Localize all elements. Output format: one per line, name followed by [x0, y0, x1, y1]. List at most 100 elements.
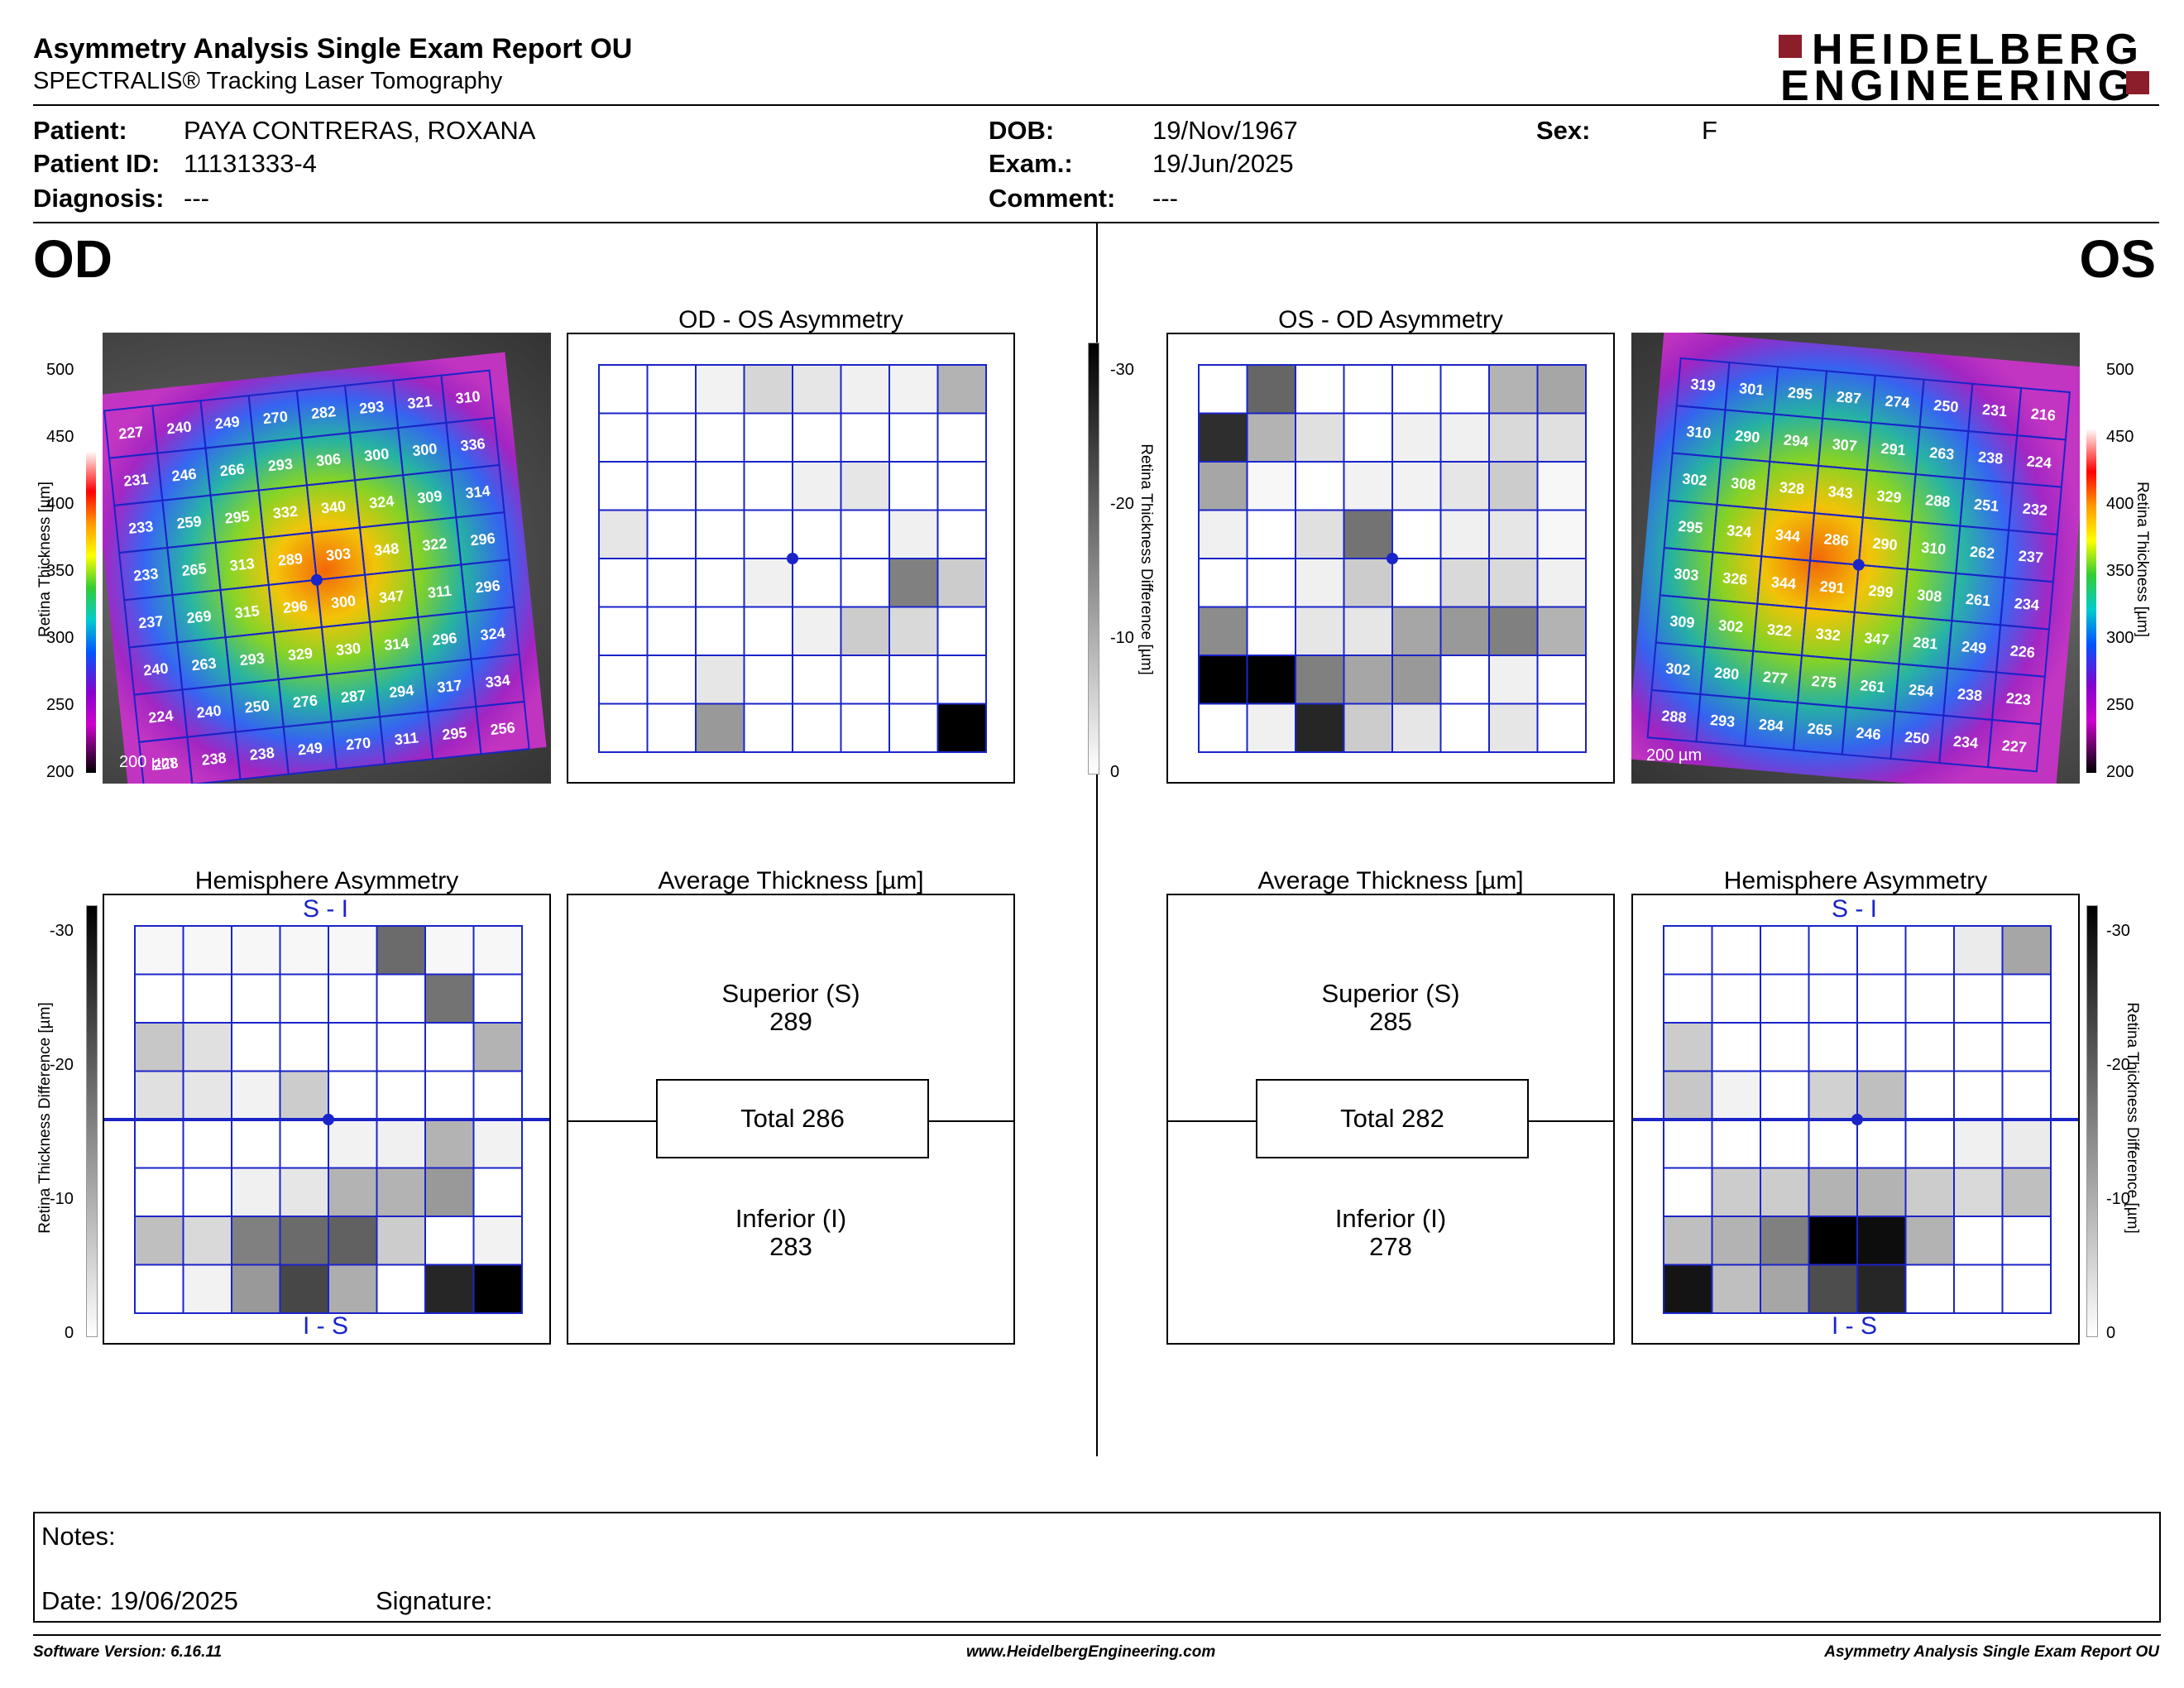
- grid-cell: [328, 1264, 378, 1314]
- os-hemi-colorbar: [2086, 905, 2098, 1337]
- grid-cell: [1536, 558, 1587, 608]
- grid-cell: [1198, 412, 1248, 463]
- os-avg-title: Average Thickness [µm]: [1257, 867, 1524, 894]
- fovea-marker: [323, 1114, 334, 1125]
- grid-cell: [182, 1216, 232, 1266]
- grid-cell: [231, 1119, 281, 1169]
- patient-name: PAYA CONTRERAS, ROXANA: [184, 116, 536, 145]
- heidelberg-logo: HEIDELBERG ENGINEERING: [1779, 28, 2159, 108]
- thickness-value: 238: [201, 750, 228, 769]
- thickness-value: 263: [191, 655, 218, 674]
- notes-box: Notes: Date: 19/06/2025 Signature:: [33, 1512, 2161, 1623]
- thickness-value: 344: [1770, 573, 1797, 592]
- grid-cell: [1295, 606, 1345, 656]
- grid-cell: [1808, 1167, 1858, 1217]
- os-label: OS: [2079, 229, 2156, 289]
- grid-cell: [936, 655, 987, 705]
- thickness-value: 324: [480, 625, 506, 644]
- os-thickness-colorbar: [2086, 343, 2096, 773]
- grid-cell: [376, 1264, 426, 1314]
- grid-cell: [1246, 606, 1296, 656]
- thickness-value: 290: [1734, 427, 1760, 446]
- os-fundus-image: 319 301 295 287 274 250 231 216 310 290 294 307 291 2…: [1631, 333, 2080, 784]
- thickness-value: 317: [436, 677, 462, 696]
- thickness-value: 234: [1952, 733, 1979, 752]
- thickness-value: 322: [421, 535, 448, 554]
- thickness-value: 303: [1674, 565, 1700, 584]
- grid-cell: [743, 655, 793, 705]
- thickness-value: 330: [335, 640, 362, 659]
- grid-cell: [792, 655, 842, 705]
- grid-cell: [840, 703, 890, 753]
- grid-cell: [1391, 364, 1442, 415]
- thickness-value: 287: [340, 687, 366, 706]
- grid-cell: [1536, 655, 1587, 705]
- grid-cell: [376, 973, 426, 1024]
- thickness-value: 238: [1977, 448, 2004, 468]
- thickness-value: 300: [363, 445, 390, 464]
- thickness-value: 249: [1961, 638, 1987, 657]
- thickness-value: 311: [394, 729, 419, 748]
- grid-cell: [1295, 655, 1345, 705]
- grid-cell: [376, 925, 426, 976]
- grid-cell: [1953, 925, 2004, 976]
- grid-cell: [1856, 1070, 1907, 1120]
- thickness-value: 261: [1860, 677, 1886, 696]
- grid-cell: [743, 606, 793, 656]
- grid-cell: [1439, 364, 1490, 415]
- od-asym-grid: [598, 364, 987, 753]
- thickness-value: 223: [2005, 690, 2032, 709]
- grid-cell: [1488, 509, 1539, 559]
- header-divider: [33, 104, 2159, 106]
- grid-cell: [743, 412, 793, 463]
- thickness-value: 300: [330, 592, 357, 611]
- website-link[interactable]: www.HeidelbergEngineering.com: [966, 1643, 1216, 1661]
- grid-cell: [376, 1022, 426, 1072]
- grid-cell: [328, 1167, 378, 1217]
- grid-cell: [279, 1264, 329, 1314]
- os-hemi-title: Hemisphere Asymmetry: [1723, 867, 1988, 894]
- grid-cell: [743, 509, 793, 559]
- grid-cell: [1663, 1167, 1713, 1217]
- grid-cell: [1536, 461, 1587, 511]
- grid-cell: [936, 461, 987, 511]
- grid-cell: [1295, 509, 1345, 559]
- thickness-value: 231: [1981, 401, 2008, 420]
- thickness-value: 288: [1925, 492, 1952, 511]
- grid-cell: [792, 509, 842, 559]
- thickness-value: 302: [1682, 470, 1708, 489]
- grid-cell: [1808, 1264, 1858, 1314]
- grid-cell: [1198, 703, 1248, 753]
- grid-cell: [1295, 412, 1345, 463]
- grid-cell: [792, 461, 842, 511]
- grid-cell: [1488, 558, 1539, 608]
- logo-square-icon: [2126, 71, 2149, 94]
- grid-cell: [1488, 703, 1539, 753]
- date-label: Date: 19/06/2025: [41, 1586, 238, 1615]
- grid-cell: [1343, 412, 1393, 463]
- diagnosis: ---: [184, 184, 209, 213]
- fovea-marker: [787, 553, 798, 564]
- od-asym-title: OD - OS Asymmetry: [678, 306, 903, 333]
- grid-cell: [134, 1264, 184, 1314]
- grid-cell: [1953, 973, 2004, 1024]
- grid-cell: [840, 558, 890, 608]
- thickness-value: 216: [2030, 405, 2057, 424]
- grid-cell: [1488, 412, 1539, 463]
- thickness-value: 314: [383, 635, 410, 654]
- thickness-value: 302: [1665, 660, 1692, 679]
- grid-cell: [792, 412, 842, 463]
- grid-cell: [1536, 364, 1587, 415]
- grid-cell: [1536, 606, 1587, 656]
- thickness-value: 311: [427, 583, 453, 602]
- od-hemi-bottom-label: I - S: [303, 1312, 349, 1340]
- os-inferior-value: 278: [1369, 1232, 1412, 1261]
- grid-cell: [1953, 1119, 2004, 1169]
- grid-cell: [888, 509, 939, 559]
- grid-cell: [2001, 1216, 2052, 1266]
- grid-cell: [472, 925, 523, 976]
- grid-cell: [1808, 1119, 1858, 1169]
- grid-cell: [1391, 606, 1442, 656]
- grid-cell: [840, 655, 890, 705]
- grid-cell: [1856, 1119, 1907, 1169]
